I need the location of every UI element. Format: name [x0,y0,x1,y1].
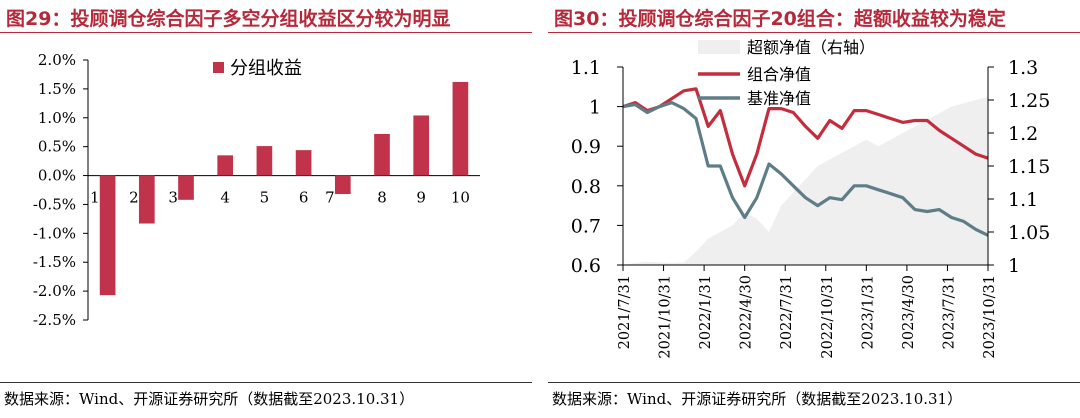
bar-3 [178,175,194,200]
x-tick-label: 2021/7/31 [617,275,633,349]
source-rule [0,382,532,383]
y-tick-label: 0.5% [38,138,76,156]
legend-label: 分组收益 [230,58,302,79]
left-y-tick-label: 0.9 [571,136,601,158]
right-y-tick-label: 1 [1008,255,1020,277]
legend-label-excess: 超额净值（右轴） [747,38,875,57]
legend-label-combo: 组合净值 [747,65,811,84]
bar-2 [138,175,155,224]
x-category-label: 2 [129,189,139,207]
x-category-label: 1 [90,189,100,207]
y-tick-label: -2.0% [33,282,76,300]
left-y-tick-label: 0.6 [571,255,601,277]
legend-swatch [213,62,224,73]
y-tick-label: -2.5% [33,311,76,329]
bar-8 [374,133,390,176]
x-tick-label: 2022/4/30 [739,275,755,349]
x-category-label: 9 [416,189,426,207]
legend-swatch-excess [698,40,740,54]
bar-6 [295,150,312,176]
x-tick-label: 2022/7/31 [779,275,795,349]
y-tick-label: -0.5% [33,195,76,213]
bench-line [622,100,989,237]
title-rule [0,32,532,33]
x-tick-label: 2021/10/31 [658,275,674,359]
right-y-tick-label: 1.25 [1008,90,1050,112]
right-y-tick-label: 1.1 [1008,189,1038,211]
y-tick-label: 2.0% [38,51,76,69]
right-y-tick-label: 1.15 [1008,156,1050,178]
x-category-label: 3 [168,189,178,207]
x-tick-label: 2022/10/31 [820,275,836,359]
y-tick-label: -1.0% [33,224,76,242]
x-tick-label: 2023/10/31 [982,275,998,359]
left-chart-panel: 图29：投顾调仓综合因子多空分组收益区分较为明显 2.0% 1.5% 1.0% 0.5… [0,0,532,418]
source-note: 数据来源：Wind、开源证券研究所（数据截至2023.10.31） [4,390,415,408]
right-chart-panel: 图30：投顾调仓综合因子20组合：超额收益较为稳定 1.1 1 0.9 0.8 0.7 0… [548,0,1080,418]
bar-9 [413,115,430,176]
excess-area [623,96,988,265]
x-category-label: 8 [377,189,387,207]
x-tick-label: 2023/1/31 [860,275,876,349]
bar-4 [217,155,234,176]
chart-title: 图30：投顾调仓综合因子20组合：超额收益较为稳定 [554,8,1006,30]
x-tick-label: 2023/7/31 [941,275,957,349]
source-rule [548,382,1080,383]
legend-label-bench: 基准净值 [747,89,811,108]
x-category-label: 6 [299,189,309,207]
y-tick-label: 1.0% [38,109,76,127]
bar-chart: 2.0% 1.5% 1.0% 0.5% 0.0% -0.5% -1.0% -1.5% -2.0%… [33,51,480,329]
chart-title: 图29：投顾调仓综合因子多空分组收益区分较为明显 [6,8,451,30]
x-tick-label: 2022/1/31 [698,275,714,349]
x-tick-label: 2023/4/30 [901,275,917,349]
bar-10 [452,81,469,176]
left-y-tick-label: 1.1 [571,57,601,79]
source-note: 数据来源：Wind、开源证券研究所（数据截至2023.10.31） [552,390,963,408]
combo-line [622,87,989,188]
bar-7 [334,175,351,195]
left-y-tick-label: 1 [589,97,601,119]
y-tick-label: -1.5% [33,253,76,271]
y-tick-label: 1.5% [38,80,76,98]
right-y-tick-label: 1.05 [1008,222,1050,244]
right-y-tick-label: 1.2 [1008,123,1038,145]
left-y-tick-label: 0.7 [571,215,601,237]
left-y-tick-label: 0.8 [571,176,601,198]
x-category-label: 4 [220,189,230,207]
y-tick-label: 0.0% [38,167,76,185]
right-y-tick-label: 1.3 [1008,57,1038,79]
title-rule [548,32,1080,33]
x-category-label: 10 [451,189,470,207]
line-chart: 1.110.90.80.70.6 1.31.251.21.151.11.051 … [571,38,1051,359]
bar-5 [256,146,273,176]
x-category-label: 5 [260,189,270,207]
x-category-label: 7 [325,189,335,207]
bar-1 [99,175,116,296]
